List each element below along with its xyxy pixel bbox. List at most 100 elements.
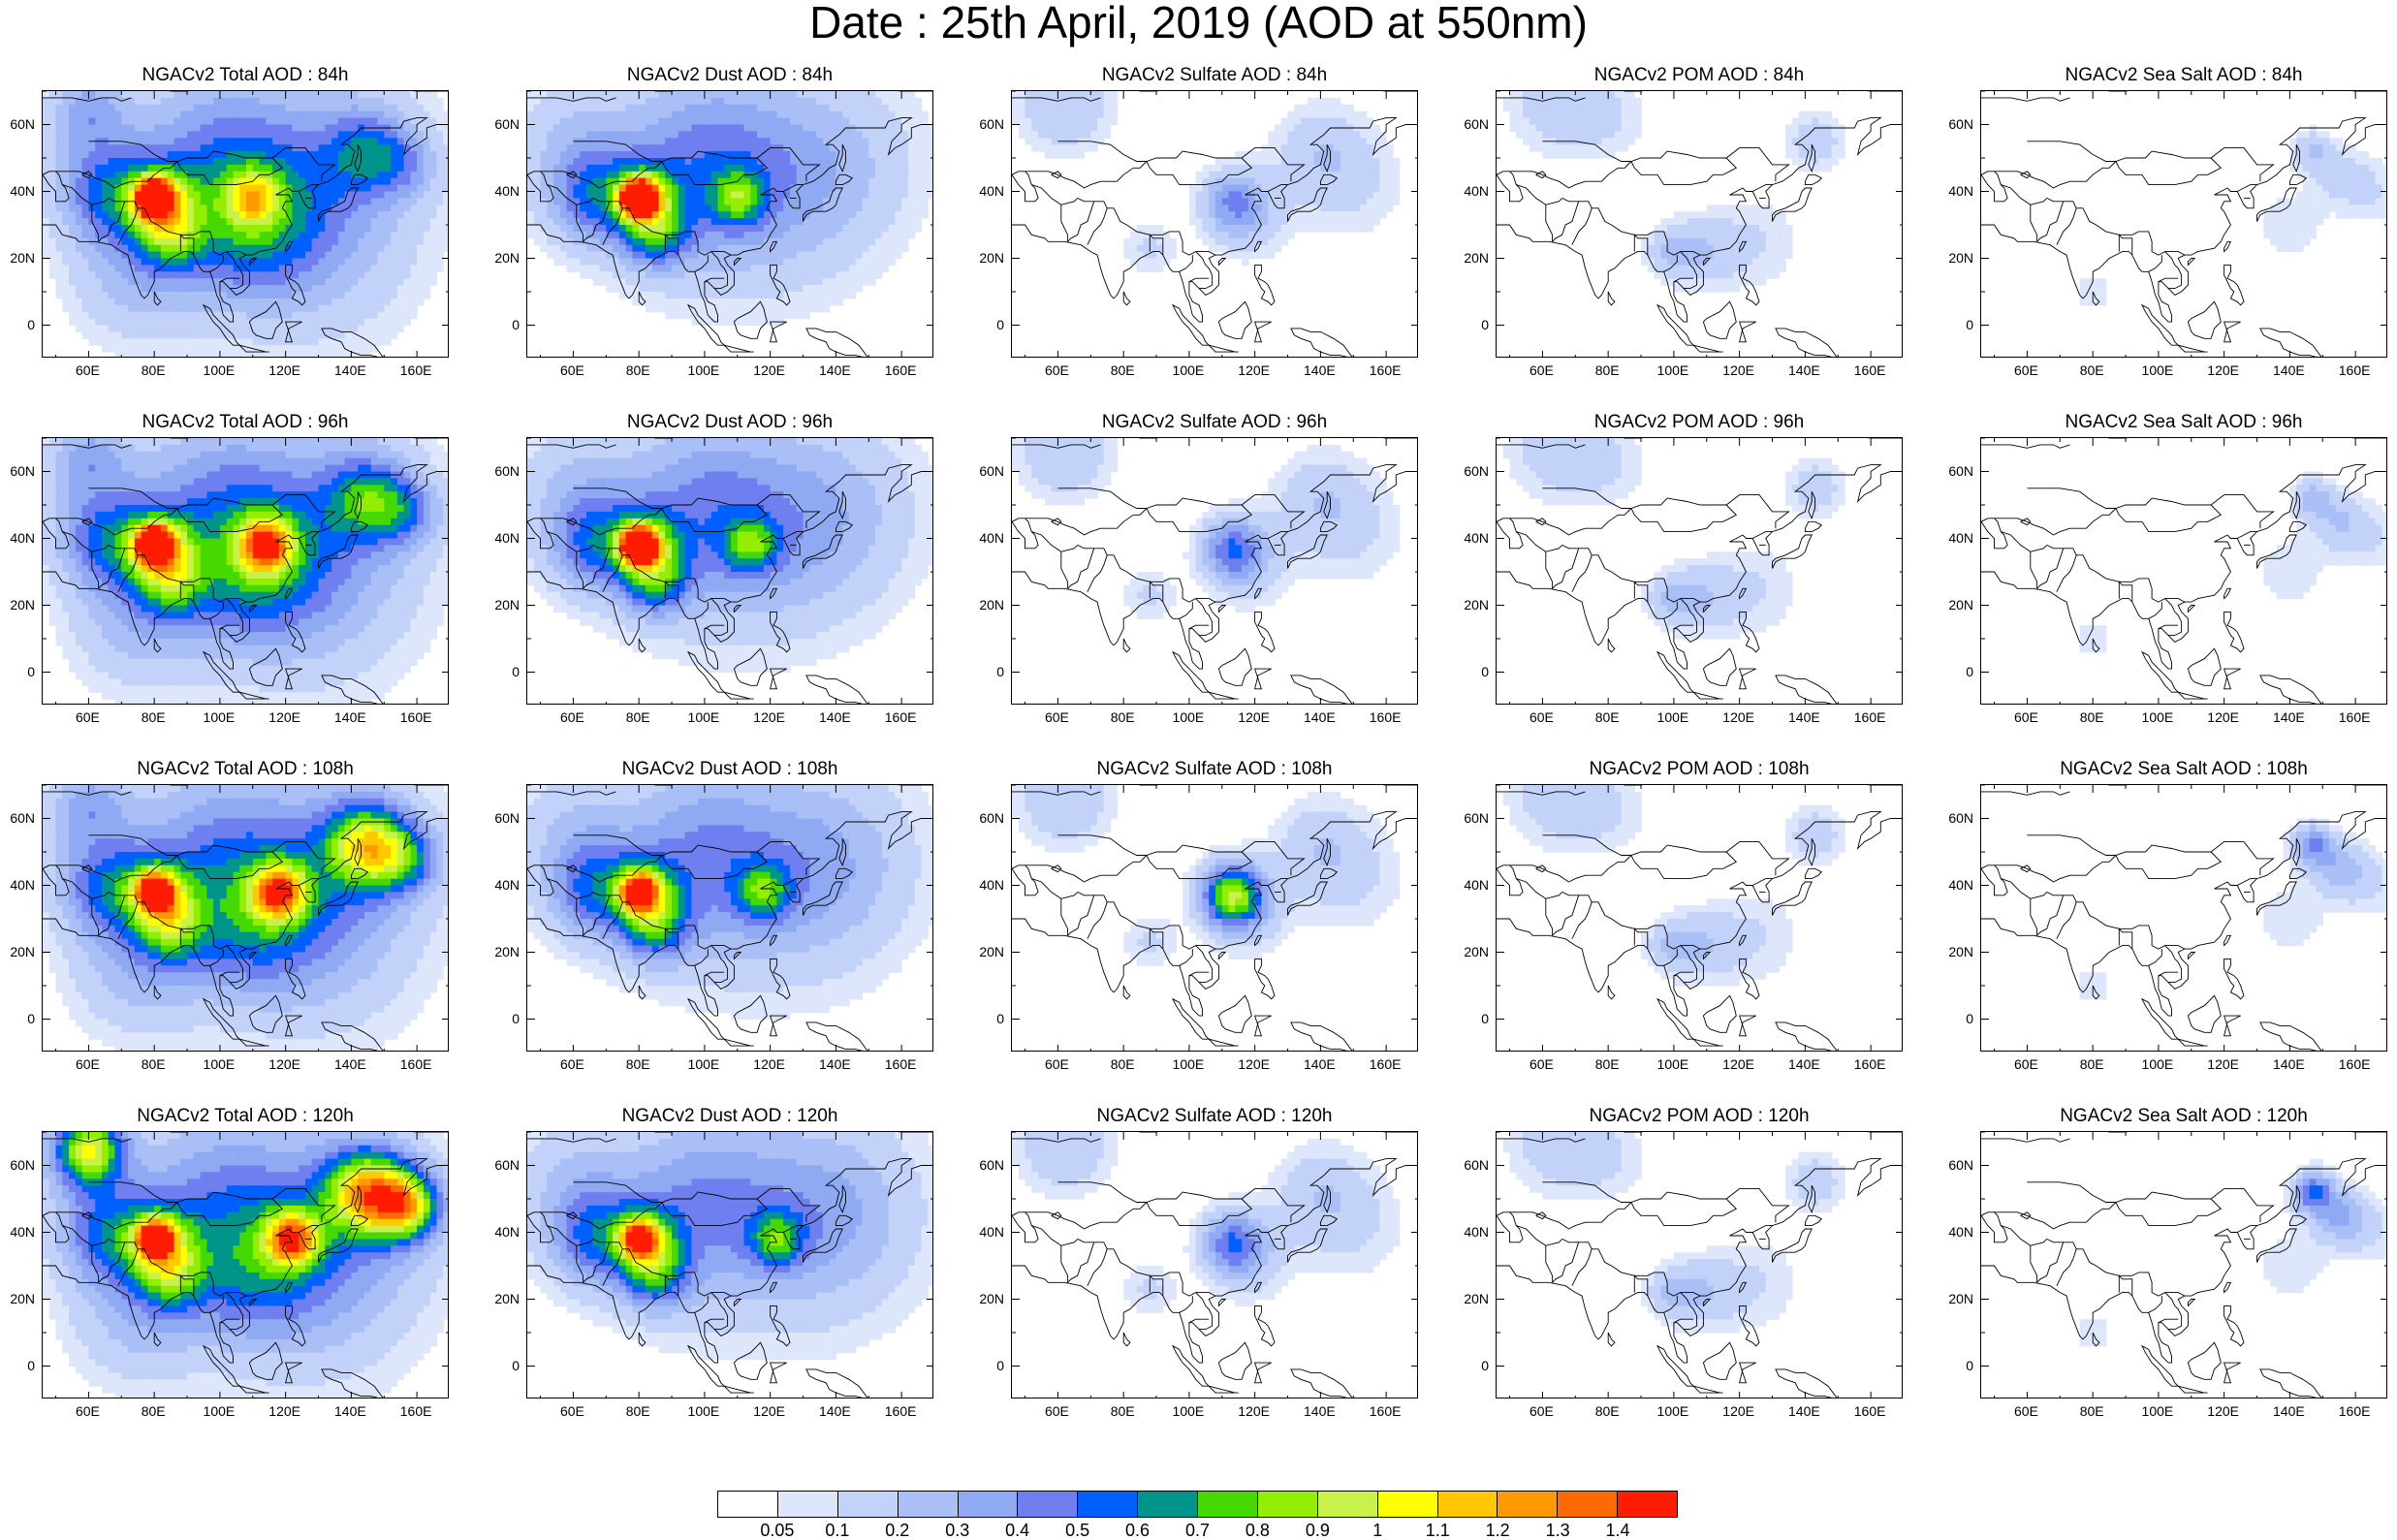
aod-map: [526, 90, 933, 358]
lon-tick-label: 60E: [1032, 710, 1081, 724]
lat-tick-label: 60N: [1935, 117, 1973, 131]
lat-tick-label: 20N: [1935, 598, 1973, 612]
lat-tick-label: 0: [1935, 318, 1973, 331]
lon-tick-label: 100E: [1164, 1404, 1213, 1418]
lon-tick-label: 100E: [1649, 1057, 1697, 1071]
colorbar-label: 0.4: [989, 1522, 1047, 1539]
lon-tick-label: 100E: [679, 363, 728, 377]
lon-tick-label: 140E: [810, 1057, 859, 1071]
lat-tick-label: 60N: [0, 1158, 35, 1172]
lat-tick-label: 40N: [1935, 878, 1973, 892]
lat-tick-label: 40N: [965, 878, 1004, 892]
colorbar-label: 0.1: [808, 1522, 867, 1539]
lon-tick-label: 80E: [129, 1057, 177, 1071]
aod-shading: [1012, 91, 1400, 272]
lon-tick-label: 120E: [745, 1057, 794, 1071]
aod-shading: [527, 438, 933, 673]
lon-tick-label: 100E: [1164, 1057, 1213, 1071]
lon-tick-label: 140E: [1295, 1404, 1343, 1418]
colorbar-label: 1.3: [1529, 1522, 1587, 1539]
lon-tick-label: 80E: [1583, 363, 1631, 377]
lat-tick-label: 40N: [1450, 531, 1489, 545]
lon-tick-label: 80E: [2067, 1404, 2116, 1418]
aod-map: [42, 437, 449, 705]
aod-map-canvas: [527, 1132, 933, 1399]
lat-tick-label: 40N: [481, 531, 520, 545]
lat-tick-label: 0: [965, 665, 1004, 678]
lon-tick-label: 80E: [1583, 1404, 1631, 1418]
lon-tick-label: 140E: [326, 363, 374, 377]
colorbar-bin: [1078, 1492, 1138, 1517]
colorbar-bin: [1438, 1492, 1498, 1517]
colorbar-label: 0.8: [1228, 1522, 1286, 1539]
colorbar-label: 1: [1348, 1522, 1406, 1539]
lon-tick-label: 80E: [1098, 710, 1147, 724]
lon-tick-label: 120E: [745, 363, 794, 377]
lon-tick-label: 160E: [392, 1404, 440, 1418]
lat-tick-label: 60N: [481, 1158, 520, 1172]
lat-tick-label: 0: [965, 1012, 1004, 1025]
lat-tick-label: 40N: [0, 184, 35, 198]
lon-tick-label: 140E: [2264, 1057, 2313, 1071]
aod-map: [42, 784, 449, 1052]
aod-map: [1980, 1131, 2387, 1399]
colorbar-bin: [1318, 1492, 1378, 1517]
lat-tick-label: 0: [1935, 1359, 1973, 1372]
colorbar-bin: [1198, 1492, 1258, 1517]
panel-title: NGACv2 Sulfate AOD : 108h: [1011, 760, 1418, 778]
lat-tick-label: 40N: [1935, 531, 1973, 545]
lat-tick-label: 20N: [481, 945, 520, 959]
lat-tick-label: 60N: [1935, 464, 1973, 478]
lat-tick-label: 60N: [965, 811, 1004, 825]
lon-tick-label: 60E: [548, 1057, 596, 1071]
lat-tick-label: 0: [481, 665, 520, 678]
panel-title: NGACv2 Dust AOD : 108h: [526, 760, 933, 778]
aod-map-canvas: [1981, 91, 2387, 358]
lon-tick-label: 80E: [614, 1404, 662, 1418]
colorbar-label: 0.9: [1288, 1522, 1346, 1539]
panel-title: NGACv2 Sulfate AOD : 96h: [1011, 413, 1418, 431]
lon-tick-label: 160E: [392, 1057, 440, 1071]
lat-tick-label: 20N: [0, 1292, 35, 1305]
aod-shading: [43, 438, 449, 705]
lat-tick-label: 0: [965, 318, 1004, 331]
lat-tick-label: 60N: [965, 1158, 1004, 1172]
lon-tick-label: 160E: [876, 1404, 925, 1418]
lon-tick-label: 160E: [392, 710, 440, 724]
lon-tick-label: 140E: [1295, 710, 1343, 724]
lon-tick-label: 80E: [1583, 710, 1631, 724]
lon-tick-label: 100E: [195, 710, 243, 724]
aod-map-canvas: [1497, 438, 1903, 705]
axis-ticks: [1981, 91, 2387, 358]
lon-tick-label: 140E: [326, 1404, 374, 1418]
lat-tick-label: 60N: [0, 464, 35, 478]
axis-ticks: [1981, 438, 2387, 705]
aod-shading: [1012, 1132, 1400, 1313]
lon-tick-label: 140E: [326, 710, 374, 724]
lon-tick-label: 160E: [2330, 363, 2379, 377]
lon-tick-label: 140E: [2264, 1404, 2313, 1418]
aod-shading: [2080, 472, 2387, 653]
lat-tick-label: 20N: [965, 251, 1004, 265]
lat-tick-label: 20N: [1935, 945, 1973, 959]
panel-title: NGACv2 Sulfate AOD : 120h: [1011, 1107, 1418, 1125]
aod-map-canvas: [43, 91, 449, 358]
lat-tick-label: 0: [1450, 665, 1489, 678]
lat-tick-label: 60N: [1450, 117, 1489, 131]
lon-tick-label: 140E: [810, 710, 859, 724]
lat-tick-label: 60N: [965, 464, 1004, 478]
lat-tick-label: 60N: [1935, 811, 1973, 825]
lon-tick-label: 120E: [2199, 710, 2248, 724]
lon-tick-label: 60E: [2002, 1057, 2050, 1071]
lon-tick-label: 120E: [261, 1057, 309, 1071]
aod-shading: [1012, 785, 1400, 966]
aod-map-canvas: [43, 438, 449, 705]
panel-title: NGACv2 Sea Salt AOD : 120h: [1980, 1107, 2387, 1125]
lat-tick-label: 60N: [965, 117, 1004, 131]
lat-tick-label: 20N: [1450, 251, 1489, 265]
